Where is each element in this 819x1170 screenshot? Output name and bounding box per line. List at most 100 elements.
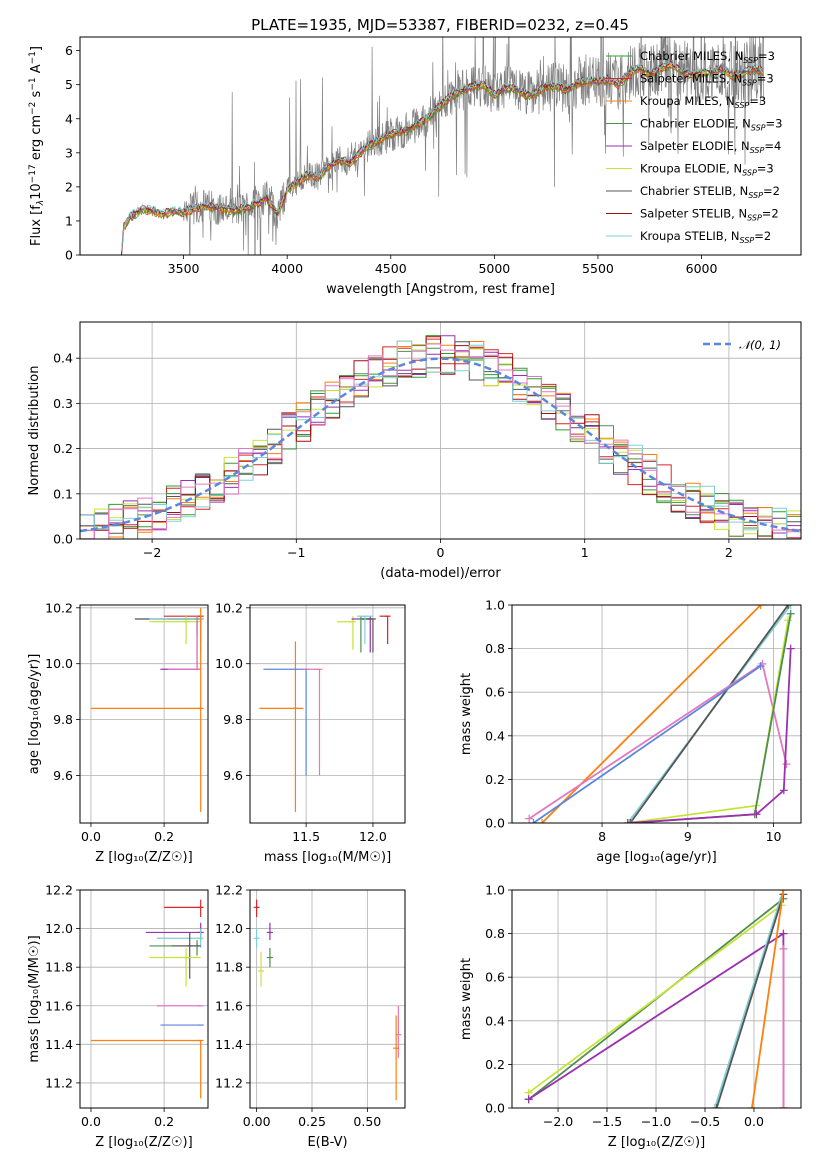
x-tick-label: −1.5 <box>592 1114 622 1129</box>
y-axis-label-part: Flux [f <box>29 205 44 246</box>
legend-n-symbol: , N <box>726 72 742 86</box>
legend-subscript: SSP <box>740 236 755 245</box>
legend-series-name: Kroupa MILES <box>640 94 719 108</box>
legend-n-ssp: =3 <box>758 49 775 63</box>
x-tick-label: 0.0 <box>744 1114 764 1129</box>
legend-series-name: Chabrier STELIB <box>640 184 732 198</box>
errorbar-point <box>90 607 204 812</box>
errorbar-point <box>149 940 201 956</box>
mass-vs-EBV-axes: 0.00 0.25 0.50 11.2 11.4 11.6 11.8 12.0 12.2 E(B-… <box>215 883 405 1150</box>
y-axis-label-part: erg cm <box>29 115 44 164</box>
x-tick-label: 12.0 <box>359 829 387 844</box>
legend-entry: Salpeter MILES, NSSP=3 <box>640 72 774 88</box>
plus-marker <box>710 1104 719 1108</box>
mass-weight-vs-age-axes: 8 9 10 0.0 0.2 0.4 0.6 0.8 1.0 age [log₁₀(age/yr)… <box>459 598 801 865</box>
mass-weight-vs-age-lines <box>525 605 795 823</box>
y-axis-label-part: −17 <box>28 164 38 183</box>
legend-n-ssp: =3 <box>766 117 783 131</box>
mass-weight-line <box>532 665 762 823</box>
legend-subscript: SSP <box>743 56 758 65</box>
y-tick-label: 0.8 <box>485 926 505 941</box>
errorbar-point <box>336 616 356 650</box>
mass-weight-line <box>751 890 785 1108</box>
y-tick-label: 12.2 <box>215 883 243 898</box>
errorbar-point <box>171 932 201 979</box>
plus-marker <box>756 605 765 609</box>
plus-marker <box>628 819 637 823</box>
plus-marker <box>748 1104 757 1108</box>
legend-n-symbol: , N <box>732 184 748 198</box>
y-tick-label: 9.8 <box>223 712 243 727</box>
x-tick-label: 4000 <box>271 261 303 276</box>
mass-vs-Z-frame <box>79 889 209 1109</box>
y-tick-label: 12.0 <box>45 921 73 936</box>
plus-marker <box>779 890 788 894</box>
x-tick-label: −1 <box>287 545 305 560</box>
mass-weight-vs-Z-axes: −2.0 −1.5 −1.0 −0.5 0.0 0.0 0.2 0.4 0.6 0.8 1.0 Z [… <box>459 883 801 1150</box>
y-tick-label: 0.3 <box>53 396 73 411</box>
y-axis-label: mass [log₁₀(M/M☉)] <box>27 935 42 1062</box>
legend-n-symbol: , N <box>726 162 742 176</box>
y-tick-label: 0.0 <box>485 1101 505 1116</box>
mass-weight-vs-Z-frame <box>511 889 802 1109</box>
legend-n-ssp: =2 <box>754 229 771 243</box>
spectrum-axes: 3500 4000 4500 5000 5500 6000 0 1 2 3 4 5 6 wavelengt… <box>28 43 718 297</box>
legend-entry: Salpeter STELIB, NSSP=2 <box>640 207 779 223</box>
y-tick-label: 11.2 <box>215 1075 243 1090</box>
legend-entry: 𝒩(0, 1) <box>739 338 781 352</box>
errorbar-point <box>302 668 323 776</box>
mass-weight-vs-age-frame <box>511 604 802 824</box>
x-tick-label: 1 <box>581 545 589 560</box>
x-tick-label: 0.00 <box>243 1114 271 1129</box>
y-tick-label: 4 <box>65 111 73 126</box>
legend-subscript: SSP <box>742 79 757 88</box>
mass-vs-Z-axes: 0.0 0.2 11.2 11.4 11.6 11.8 12.0 12.2 Z [log₁₀(Z… <box>27 883 208 1150</box>
x-tick-label: 0.50 <box>353 1114 381 1129</box>
errorbar-point <box>167 616 201 670</box>
x-tick-label: 0.25 <box>298 1114 326 1129</box>
plus-marker <box>786 644 795 653</box>
y-tick-label: 10.2 <box>215 600 243 615</box>
legend-series-name: Salpeter ELODIE <box>640 139 734 153</box>
legend-n-symbol: , N <box>735 117 751 131</box>
x-tick-label: 2 <box>725 545 733 560</box>
errorbar-point <box>149 616 201 645</box>
legend-n-ssp: =2 <box>762 207 779 221</box>
y-tick-label: 9.8 <box>53 712 73 727</box>
legend-series-name: Kroupa STELIB <box>640 229 724 243</box>
x-tick-label: 5000 <box>478 261 510 276</box>
y-tick-label: 10.2 <box>45 600 73 615</box>
legend-n-ssp: =3 <box>757 162 774 176</box>
model-spectrum-line <box>121 61 764 252</box>
spectrum-frame <box>79 36 802 256</box>
plus-marker <box>538 819 547 823</box>
age-vs-mass-points <box>259 615 391 812</box>
y-tick-label: 0.4 <box>53 351 73 366</box>
spectrum-plot <box>121 37 765 255</box>
y-axis-label-part: s <box>29 90 44 101</box>
errorbar-point <box>379 615 391 645</box>
y-axis-label-part: −2 <box>28 102 38 115</box>
y-tick-label: 12.0 <box>215 921 243 936</box>
age-vs-Z-frame <box>79 604 209 824</box>
errorbar-point <box>259 641 304 812</box>
y-tick-label: 2 <box>65 179 73 194</box>
y-axis-label-part: A <box>29 64 44 77</box>
errorbar-point <box>356 615 373 645</box>
mass-weight-line <box>632 613 792 823</box>
residuals-plot <box>80 335 801 539</box>
y-tick-label: 9.6 <box>53 768 73 783</box>
x-tick-label: 0.0 <box>81 829 101 844</box>
mass-vs-EBV-points <box>253 899 402 1101</box>
plus-marker <box>623 819 632 823</box>
x-tick-label: 5500 <box>582 261 614 276</box>
y-tick-label: 1 <box>65 213 73 228</box>
x-tick-label: 0.2 <box>154 829 174 844</box>
legend-n-symbol: , N <box>719 94 735 108</box>
x-axis-label: age [log₁₀(age/yr)] <box>596 850 717 865</box>
y-tick-label: 0.0 <box>485 816 505 831</box>
errorbar-point <box>266 947 273 968</box>
y-tick-label: 0.6 <box>485 685 505 700</box>
y-tick-label: 10.0 <box>215 656 243 671</box>
y-tick-label: 10.0 <box>45 656 73 671</box>
